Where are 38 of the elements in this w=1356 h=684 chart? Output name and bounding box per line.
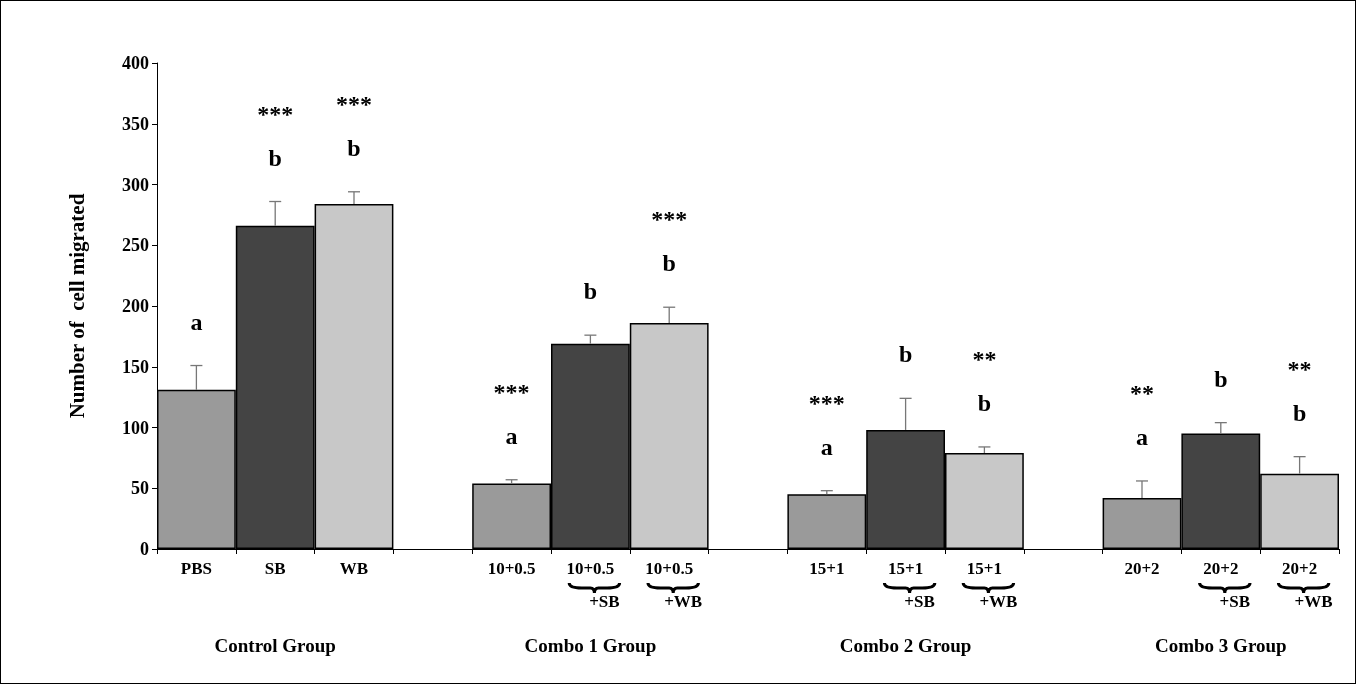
y-axis-title: Number of cell migrated [64,193,89,419]
y-tick-label: 200 [122,296,149,316]
data-label: *** b [336,90,372,161]
y-tick-label: 100 [122,417,149,438]
text: Combo 2 Group [839,634,972,656]
y-tick-label: 0 [140,539,149,559]
y-tick-label: 50 [131,478,149,499]
data-label: ** a [1130,379,1154,450]
x-tick-label: PBS [180,558,212,578]
data-label: a [190,308,203,335]
y-tick-label: 350 [122,113,149,134]
x-tick-label: 15+1 +WB [966,558,1018,611]
x-tick-label: 15+1 [809,558,845,578]
y-tick-label: 400 [122,53,149,73]
text: Combo 1 Group [524,634,657,656]
x-tick-label: 10+0.5 +SB [566,558,620,611]
x-tick-label: 20+2 [1124,558,1160,578]
text: Control Group [214,634,336,656]
data-label: b [898,341,913,368]
data-label: b [1214,365,1228,392]
data-label: *** b [257,100,294,171]
x-tick-label: 10+0.5 [487,558,536,578]
data-label: ** b [972,345,997,416]
x-tick-label: 10+0.5 +WB [645,558,703,611]
x-tick-label: WB [339,558,369,578]
data-label: *** b [651,206,688,277]
data-label: b [583,278,598,305]
data-label: *** a [493,378,530,449]
x-tick-label: SB [264,558,286,578]
data-label: *** a [808,389,845,460]
y-tick-label: 250 [122,235,149,256]
x-tick-label: 20+2 +SB [1203,558,1251,611]
y-tick-label: 150 [122,356,149,377]
x-tick-label: 20+2 +WB [1282,558,1333,611]
text: Combo 3 Group [1154,634,1287,656]
data-label: ** b [1287,355,1312,426]
x-tick-label: 15+1 +SB [888,558,935,611]
y-tick-label: 300 [122,174,149,195]
